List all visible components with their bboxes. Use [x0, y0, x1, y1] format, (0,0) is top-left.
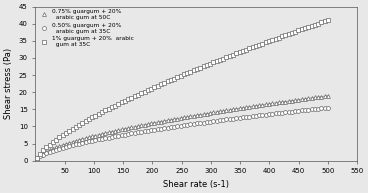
Line: 0.50% guargum + 20%
  arabic gum at 35C: 0.50% guargum + 20% arabic gum at 35C [35, 106, 330, 161]
1% guargum + 20%  arabic
  gum at 35C [74, 126, 78, 128]
1% guargum + 20%  arabic
  gum at 35C [123, 100, 127, 102]
0.75% guargum + 20%
  arabic gum at 50C [237, 107, 242, 109]
Y-axis label: Shear stress (Pa): Shear stress (Pa) [4, 48, 13, 119]
Line: 1% guargum + 20%  arabic
  gum at 35C: 1% guargum + 20% arabic gum at 35C [35, 18, 330, 160]
0.50% guargum + 20%
  arabic gum at 35C [277, 112, 281, 114]
1% guargum + 20%  arabic
  gum at 35C [237, 51, 242, 53]
Line: 0.75% guargum + 20%
  arabic gum at 50C: 0.75% guargum + 20% arabic gum at 50C [35, 94, 330, 160]
0.75% guargum + 20%
  arabic gum at 50C [283, 100, 287, 103]
1% guargum + 20%  arabic
  gum at 35C [313, 24, 317, 26]
0.50% guargum + 20%
  arabic gum at 35C [283, 111, 287, 113]
X-axis label: Shear rate (s-1): Shear rate (s-1) [163, 180, 229, 189]
0.50% guargum + 20%
  arabic gum at 35C [237, 117, 242, 119]
0.50% guargum + 20%
  arabic gum at 35C [313, 108, 317, 110]
1% guargum + 20%  arabic
  gum at 35C [283, 34, 287, 36]
0.75% guargum + 20%
  arabic gum at 50C [123, 128, 127, 130]
0.75% guargum + 20%
  arabic gum at 50C [74, 140, 78, 142]
Legend: 0.75% guargum + 20%
  arabic gum at 50C, 0.50% guargum + 20%
  arabic gum at 35C: 0.75% guargum + 20% arabic gum at 50C, 0… [37, 8, 134, 48]
0.75% guargum + 20%
  arabic gum at 50C [277, 101, 281, 104]
0.50% guargum + 20%
  arabic gum at 35C [326, 106, 330, 109]
0.75% guargum + 20%
  arabic gum at 50C [34, 157, 39, 159]
0.50% guargum + 20%
  arabic gum at 35C [123, 133, 127, 136]
0.75% guargum + 20%
  arabic gum at 50C [326, 95, 330, 97]
1% guargum + 20%  arabic
  gum at 35C [326, 19, 330, 21]
0.50% guargum + 20%
  arabic gum at 35C [34, 157, 39, 160]
1% guargum + 20%  arabic
  gum at 35C [277, 36, 281, 39]
1% guargum + 20%  arabic
  gum at 35C [34, 157, 39, 159]
0.75% guargum + 20%
  arabic gum at 50C [313, 96, 317, 99]
0.50% guargum + 20%
  arabic gum at 35C [74, 143, 78, 146]
